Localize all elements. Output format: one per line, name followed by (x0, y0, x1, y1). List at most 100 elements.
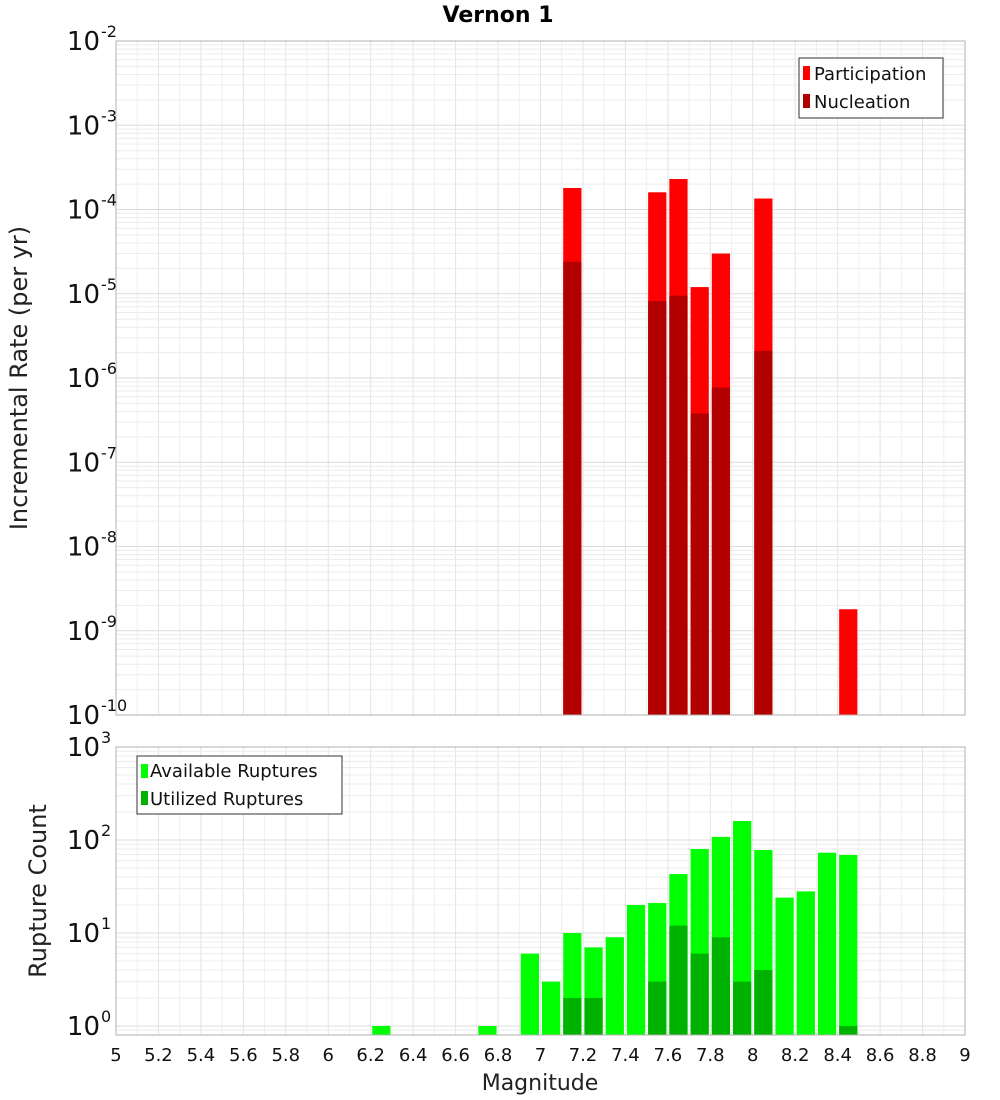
bar-available-ruptures (839, 854, 858, 1035)
x-tick-label: 7.2 (569, 1045, 598, 1066)
bottom-ytick-exponent: 0 (101, 1007, 111, 1026)
bar-available-ruptures (372, 1025, 391, 1035)
top-ytick-exponent: -10 (101, 696, 127, 715)
x-tick-label: 6.8 (484, 1045, 513, 1066)
x-tick-label: 8.4 (823, 1045, 852, 1066)
legend-swatch-participation (803, 66, 810, 80)
x-tick-label: 6.4 (399, 1045, 428, 1066)
x-tick-label: 5.2 (144, 1045, 173, 1066)
bar-utilized-ruptures (839, 1025, 858, 1035)
bar-utilized-ruptures (584, 997, 603, 1035)
x-tick-label: 8 (747, 1045, 758, 1066)
bar-utilized-ruptures (563, 997, 582, 1035)
x-tick-label: 9 (959, 1045, 970, 1066)
bottom-legend-box (136, 755, 343, 815)
top-legend-box (798, 57, 944, 119)
x-tick-label: 7.4 (611, 1045, 640, 1066)
bar-nucleation (563, 261, 582, 715)
bar-utilized-ruptures (648, 981, 667, 1035)
top-ytick-exponent: -8 (101, 528, 117, 547)
x-tick-label: 8.2 (781, 1045, 810, 1066)
bar-available-ruptures (478, 1025, 497, 1035)
bottom-ytick-label: 10 (67, 1012, 100, 1042)
legend-label-available: Available Ruptures (150, 761, 318, 782)
bar-nucleation (711, 387, 731, 715)
bar-nucleation (690, 413, 709, 715)
bar-utilized-ruptures (690, 953, 709, 1035)
x-tick-label: 6 (323, 1045, 334, 1066)
bar-participation (839, 609, 858, 715)
chart-title: Vernon 1 (443, 3, 554, 28)
top-gridlines (115, 41, 966, 716)
x-tick-label: 5 (110, 1045, 121, 1066)
top-bars (563, 179, 858, 716)
bar-available-ruptures (520, 953, 539, 1035)
top-ytick-label: 10 (67, 533, 100, 563)
x-tick-label: 5.4 (187, 1045, 216, 1066)
bar-nucleation (648, 301, 667, 715)
legend-label-nucleation: Nucleation (814, 92, 910, 113)
x-tick-label: 8.6 (866, 1045, 895, 1066)
bottom-ytick-exponent: 3 (101, 728, 111, 747)
legend-swatch-nucleation (803, 94, 810, 108)
bar-available-ruptures (817, 852, 837, 1035)
top-ytick-exponent: -6 (101, 359, 117, 378)
bottom-ytick-label: 10 (67, 919, 100, 949)
bar-nucleation (754, 350, 773, 715)
bottom-ytick-label: 10 (67, 826, 100, 856)
bar-utilized-ruptures (711, 937, 731, 1035)
top-plot-border (115, 40, 966, 716)
x-tick-label: 5.8 (271, 1045, 300, 1066)
x-tick-labels: 5 5.2 5.4 5.6 5.8 6 6.2 6.4 6.6 6.8 7 7.2 7.4 7.6 7.8 8… (110, 1045, 970, 1066)
top-ytick-exponent: -9 (101, 612, 117, 631)
bar-utilized-ruptures (669, 925, 688, 1035)
bottom-y-axis-label: Rupture Count (24, 804, 52, 978)
legend-label-participation: Participation (814, 64, 926, 85)
bar-nucleation (669, 295, 688, 715)
top-ytick-label: 10 (67, 617, 100, 647)
top-ytick-exponent: -5 (101, 275, 117, 294)
top-ytick-label: 10 (67, 280, 100, 310)
bar-utilized-ruptures (733, 981, 752, 1035)
bottom-ytick-label: 10 (67, 733, 100, 763)
top-ytick-label: 10 (67, 364, 100, 394)
bar-available-ruptures (542, 981, 561, 1035)
bottom-plot-border (115, 746, 966, 1036)
top-ytick-label: 10 (67, 701, 100, 731)
x-tick-label: 7.8 (696, 1045, 725, 1066)
top-ytick-label: 10 (67, 111, 100, 141)
bar-available-ruptures (733, 821, 752, 1035)
top-ytick-label: 10 (67, 27, 100, 57)
bottom-ytick-exponent: 1 (101, 914, 111, 933)
top-ytick-exponent: -7 (101, 443, 117, 462)
bottom-ytick-exponent: 2 (101, 821, 111, 840)
x-tick-label: 8.8 (908, 1045, 937, 1066)
bar-available-ruptures (775, 897, 794, 1035)
legend-swatch-utilized (141, 791, 148, 805)
x-tick-label: 7 (535, 1045, 546, 1066)
bar-available-ruptures (605, 937, 624, 1035)
x-tick-label: 6.6 (441, 1045, 470, 1066)
bottom-legend: Available Ruptures Utilized Ruptures (136, 755, 343, 815)
top-ytick-label: 10 (67, 448, 100, 478)
top-y-axis-label: Incremental Rate (per yr) (5, 226, 33, 530)
legend-label-utilized: Utilized Ruptures (150, 789, 303, 810)
top-ytick-exponent: -4 (101, 191, 117, 210)
top-ytick-label: 10 (67, 196, 100, 226)
x-tick-label: 7.6 (654, 1045, 683, 1066)
x-tick-label: 5.6 (229, 1045, 258, 1066)
x-tick-label: 6.2 (356, 1045, 385, 1066)
bottom-bars (372, 821, 858, 1035)
top-ytick-exponent: -2 (101, 22, 117, 41)
legend-swatch-available (141, 764, 148, 778)
top-legend: Participation Nucleation (798, 57, 944, 119)
bar-available-ruptures (626, 904, 646, 1035)
x-axis-label: Magnitude (482, 1071, 599, 1096)
bar-available-ruptures (796, 891, 815, 1035)
top-ytick-exponent: -3 (101, 106, 117, 125)
